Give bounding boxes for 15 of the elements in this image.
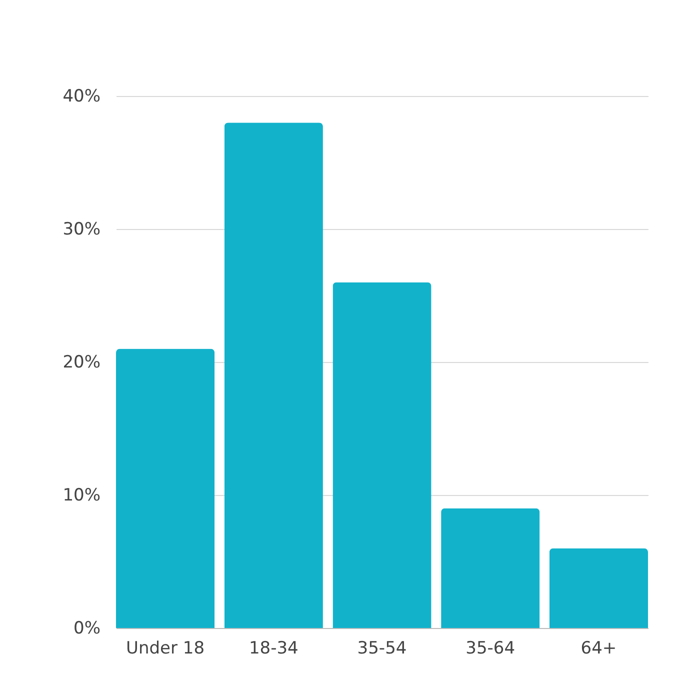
x-tick-label: Under 18	[126, 638, 205, 658]
x-tick-label: 18-34	[248, 638, 298, 658]
y-tick-label: 0%	[74, 618, 100, 638]
bar	[332, 282, 432, 628]
bar	[441, 508, 540, 628]
y-tick-label: 20%	[62, 352, 100, 372]
y-tick-label: 40%	[62, 86, 100, 106]
y-tick-label: 10%	[62, 486, 100, 506]
bar	[116, 348, 215, 628]
bar	[224, 122, 323, 628]
x-tick-label: 35-64	[466, 638, 516, 658]
bar	[549, 548, 648, 628]
x-tick-label: 64+	[580, 638, 617, 658]
x-tick-label: 35-54	[357, 638, 407, 658]
y-tick-label: 30%	[62, 220, 100, 240]
